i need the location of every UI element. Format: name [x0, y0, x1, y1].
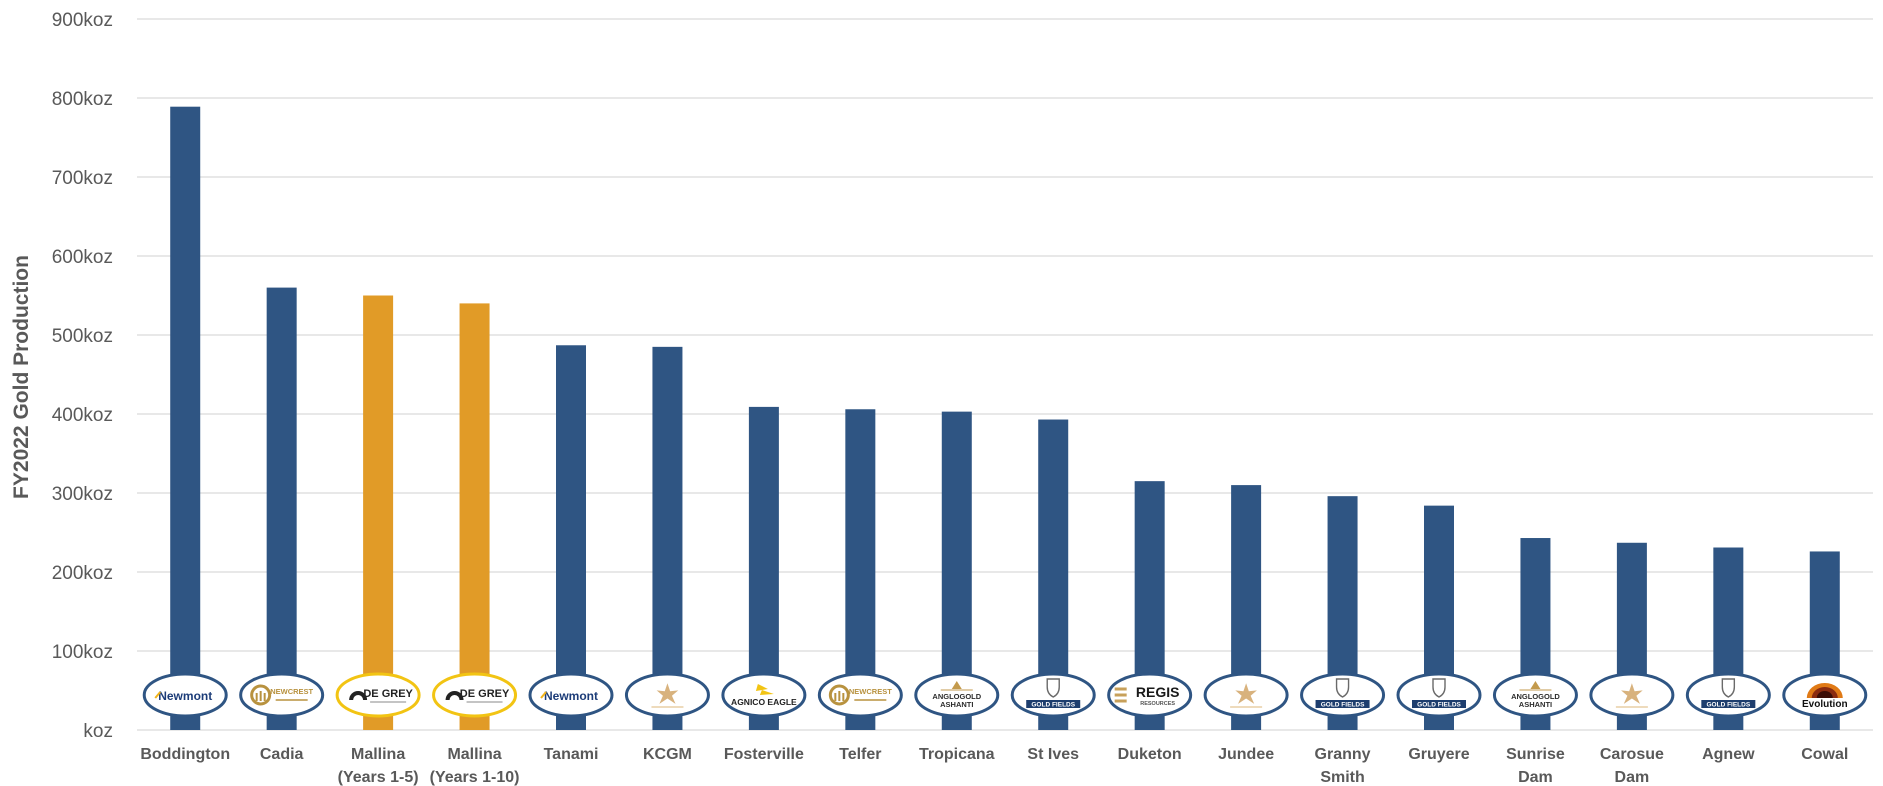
y-axis-title: FY2022 Gold Production: [10, 255, 33, 499]
newmont-logo: Newmont: [142, 672, 228, 718]
newcrest-logo: NEWCREST: [817, 672, 903, 718]
gold-fields-logo: GOLD FIELDS: [1685, 672, 1771, 718]
x-tick-label: Cadia: [260, 746, 304, 763]
x-tick-label: KCGM: [643, 746, 692, 763]
y-tick-label: 500koz: [52, 326, 113, 347]
x-tick-label: Tropicana: [919, 746, 995, 763]
svg-text:DE GREY: DE GREY: [460, 688, 510, 700]
x-tick-label: Agnew: [1702, 746, 1755, 763]
x-tick-label: (Years 1-5): [338, 769, 419, 786]
x-tick-label: Duketon: [1118, 746, 1182, 763]
y-tick-label: koz: [83, 721, 113, 742]
x-tick-label: Boddington: [140, 746, 230, 763]
svg-text:ASHANTI: ASHANTI: [940, 700, 973, 709]
bars: [170, 106, 1840, 730]
svg-text:RESOURCES: RESOURCES: [1140, 701, 1175, 707]
x-tick-label: Dam: [1518, 769, 1553, 786]
svg-text:Evolution: Evolution: [1802, 699, 1848, 710]
category-labels: Boddington Cadia Mallina (Years 1-5) Mallina…: [140, 746, 1848, 786]
x-tick-label: Mallina: [351, 746, 405, 763]
northern-star-logo: [624, 672, 710, 718]
svg-text:ANGLOGOLD: ANGLOGOLD: [932, 692, 981, 701]
bar: [170, 106, 201, 730]
y-axis-ticks: koz 100koz 200koz 300koz 400koz 500koz 600koz 7…: [52, 10, 113, 742]
northern-star-logo: [1203, 672, 1289, 718]
company-logos: Newmont NEWCREST DE GREY DE GREY Newmont AGNI…: [142, 672, 1868, 718]
x-tick-label: Cowal: [1801, 746, 1848, 763]
y-tick-label: 400koz: [52, 405, 113, 426]
bar: [363, 295, 394, 730]
svg-text:GOLD FIELDS: GOLD FIELDS: [1417, 702, 1461, 709]
agnico-eagle-logo: AGNICO EAGLE: [721, 672, 807, 718]
de-grey-logo: DE GREY: [335, 672, 421, 718]
svg-text:Newmont: Newmont: [158, 689, 212, 703]
svg-text:GOLD FIELDS: GOLD FIELDS: [1706, 702, 1750, 709]
x-tick-label: Smith: [1320, 769, 1364, 786]
de-grey-logo: DE GREY: [432, 672, 518, 718]
x-tick-label: Gruyere: [1408, 746, 1469, 763]
bar: [266, 287, 297, 730]
evolution-logo: Evolution: [1782, 672, 1868, 718]
svg-text:NEWCREST: NEWCREST: [270, 687, 313, 696]
svg-text:ANGLOGOLD: ANGLOGOLD: [1511, 692, 1560, 701]
svg-text:GOLD FIELDS: GOLD FIELDS: [1031, 702, 1075, 709]
x-tick-label: Tanami: [544, 746, 599, 763]
y-tick-label: 800koz: [52, 89, 113, 110]
gold-fields-logo: GOLD FIELDS: [1300, 672, 1386, 718]
y-tick-label: 600koz: [52, 247, 113, 268]
grid-lines: [137, 18, 1873, 731]
x-tick-label: Jundee: [1218, 746, 1274, 763]
y-tick-label: 900koz: [52, 10, 113, 31]
y-tick-label: 200koz: [52, 563, 113, 584]
svg-text:AGNICO EAGLE: AGNICO EAGLE: [731, 697, 797, 707]
gold-fields-logo: GOLD FIELDS: [1396, 672, 1482, 718]
x-tick-label: Sunrise: [1506, 746, 1565, 763]
bar: [459, 303, 490, 730]
svg-text:DE GREY: DE GREY: [363, 688, 413, 700]
svg-text:REGIS: REGIS: [1136, 684, 1180, 700]
y-tick-label: 100koz: [52, 642, 113, 663]
svg-text:Newmont: Newmont: [544, 689, 598, 703]
x-tick-label: Mallina: [447, 746, 501, 763]
newcrest-logo: NEWCREST: [239, 672, 325, 718]
svg-text:GOLD FIELDS: GOLD FIELDS: [1321, 702, 1365, 709]
newmont-logo: Newmont: [528, 672, 614, 718]
x-tick-label: Carosue: [1600, 746, 1664, 763]
y-tick-label: 700koz: [52, 168, 113, 189]
x-tick-label: Fosterville: [724, 746, 804, 763]
northern-star-logo: [1589, 672, 1675, 718]
x-tick-label: St Ives: [1027, 746, 1079, 763]
x-tick-label: Telfer: [839, 746, 881, 763]
bar: [556, 345, 586, 730]
x-tick-label: Granny: [1315, 746, 1371, 763]
svg-text:ASHANTI: ASHANTI: [1519, 700, 1552, 709]
x-tick-label: Dam: [1615, 769, 1650, 786]
svg-text:NEWCREST: NEWCREST: [849, 687, 892, 696]
y-tick-label: 300koz: [52, 484, 113, 505]
bar: [652, 346, 683, 730]
gold-fields-logo: GOLD FIELDS: [1010, 672, 1096, 718]
x-tick-label: (Years 1-10): [430, 769, 520, 786]
